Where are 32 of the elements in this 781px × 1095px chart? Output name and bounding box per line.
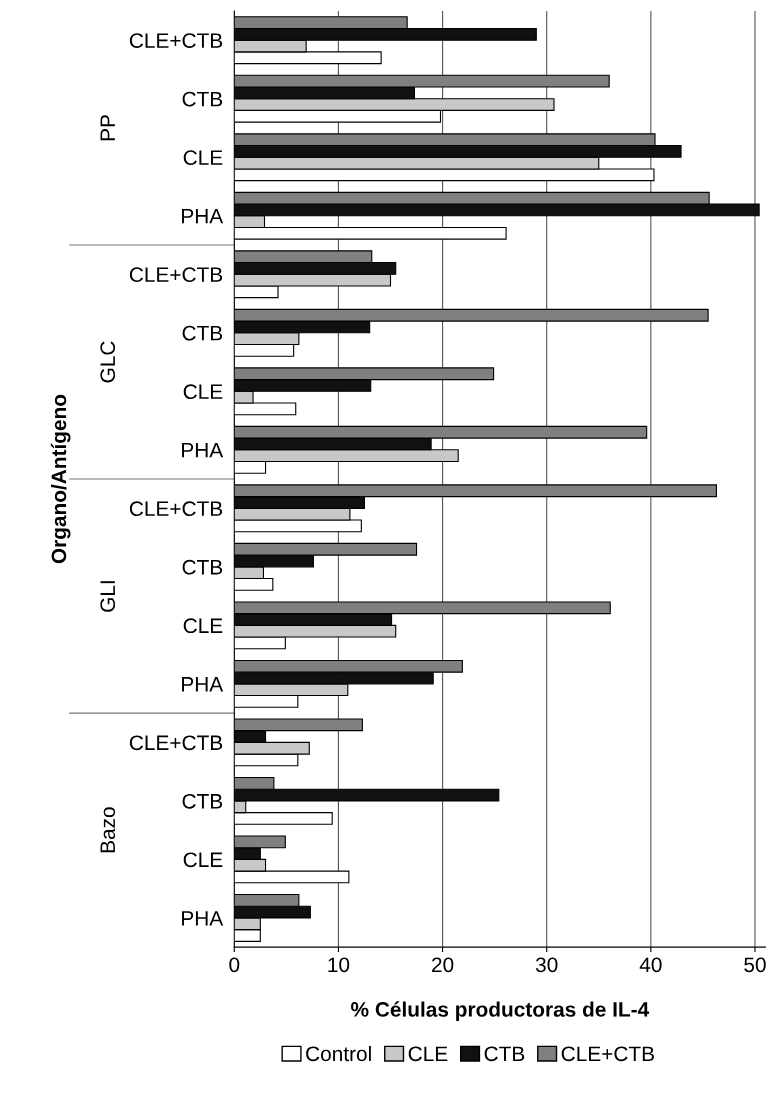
legend-label: Control [306,1045,371,1062]
y-tick-label: CTB [182,793,223,809]
y-tick-label: CLE [183,384,223,400]
y-axis-title: Organo/Antígeno [50,394,71,564]
x-tick-label: 0 [229,957,240,973]
y-tick-label: CLE [183,852,223,868]
y-tick-label: CLE [183,618,223,634]
y-tick-label: CTB [182,325,223,341]
y-tick-label: CLE+CTB [129,33,223,48]
text: GLC [100,341,116,383]
y-tick-label: PHA [182,208,224,224]
y-tick-label: CTB [182,91,223,107]
x-tick-label: 40 [639,957,662,973]
x-tick-label: 10 [328,957,350,973]
x-tick-label: 20 [432,957,454,973]
legend-label: CTB [484,1046,525,1062]
y-tick-label: PHA [182,911,224,926]
y-tick-label: CLE+CTB [129,501,223,517]
x-tick-label: 50 [744,957,766,973]
x-tick-label: 30 [535,957,558,973]
y-tick-label: CLE [183,150,223,165]
y-tick-label: PHA [182,677,224,692]
y-tick-label: CLE+CTB [129,735,223,751]
y-tick-label: CLE+CTB [129,267,223,283]
text: PP [100,115,115,141]
legend-label: CLE [408,1046,448,1062]
y-tick-label: PHA [182,443,224,458]
text: Bazo [100,807,116,853]
text: GLI [100,581,116,612]
y-tick-label: CTB [182,559,223,575]
legend-label: CLE+CTB [561,1046,654,1062]
x-axis-title: % Células productoras de IL-4 [351,1001,650,1021]
